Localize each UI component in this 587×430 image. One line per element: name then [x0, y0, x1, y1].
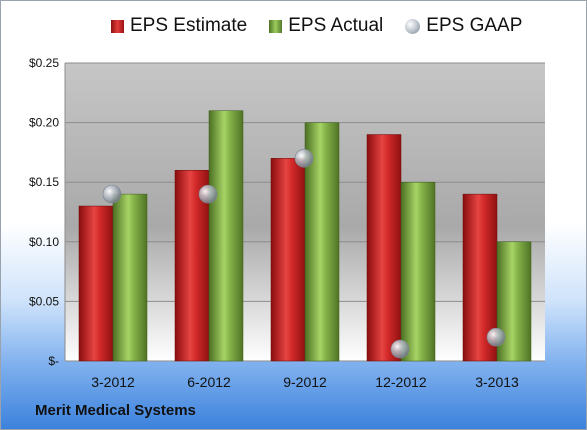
company-name: Merit Medical Systems	[35, 402, 196, 419]
x-tick-label: 6-2012	[187, 374, 231, 390]
bar-eps-estimate	[78, 205, 114, 362]
y-tick-label: $0.15	[29, 175, 59, 189]
legend-swatch-actual	[269, 19, 283, 33]
bar-eps-actual	[112, 193, 148, 362]
marker-eps-gaap	[198, 184, 218, 204]
chart-legend: EPS Estimate EPS Actual EPS GAAP	[111, 15, 522, 37]
marker-eps-gaap	[102, 184, 122, 204]
bar-eps-estimate	[270, 158, 306, 362]
x-tick-label: 12-2012	[375, 374, 427, 390]
x-tick-label: 9-2012	[283, 374, 327, 390]
bar-eps-actual	[400, 181, 436, 362]
x-tick-label: 3-2012	[91, 374, 135, 390]
bar-eps-actual	[208, 110, 244, 362]
y-tick-label: $0.05	[29, 294, 59, 308]
marker-eps-gaap	[390, 339, 410, 359]
legend-label-estimate: EPS Estimate	[130, 15, 248, 36]
y-tick-label: $-	[48, 354, 59, 368]
legend-label-actual: EPS Actual	[288, 15, 384, 36]
y-tick-label: $0.10	[29, 235, 59, 249]
y-tick-label: $0.25	[29, 56, 59, 70]
legend-swatch-gaap	[405, 18, 421, 34]
marker-eps-gaap	[486, 327, 506, 347]
legend-item-actual: EPS Actual	[269, 15, 383, 37]
legend-item-estimate: EPS Estimate	[111, 15, 247, 37]
x-tick-label: 3-2013	[475, 374, 519, 390]
legend-swatch-estimate	[111, 19, 124, 33]
y-tick-label: $0.20	[29, 116, 59, 130]
legend-item-gaap: EPS GAAP	[405, 15, 522, 37]
bar-eps-estimate	[366, 134, 402, 362]
marker-eps-gaap	[294, 149, 314, 168]
legend-label-gaap: EPS GAAP	[426, 15, 523, 36]
